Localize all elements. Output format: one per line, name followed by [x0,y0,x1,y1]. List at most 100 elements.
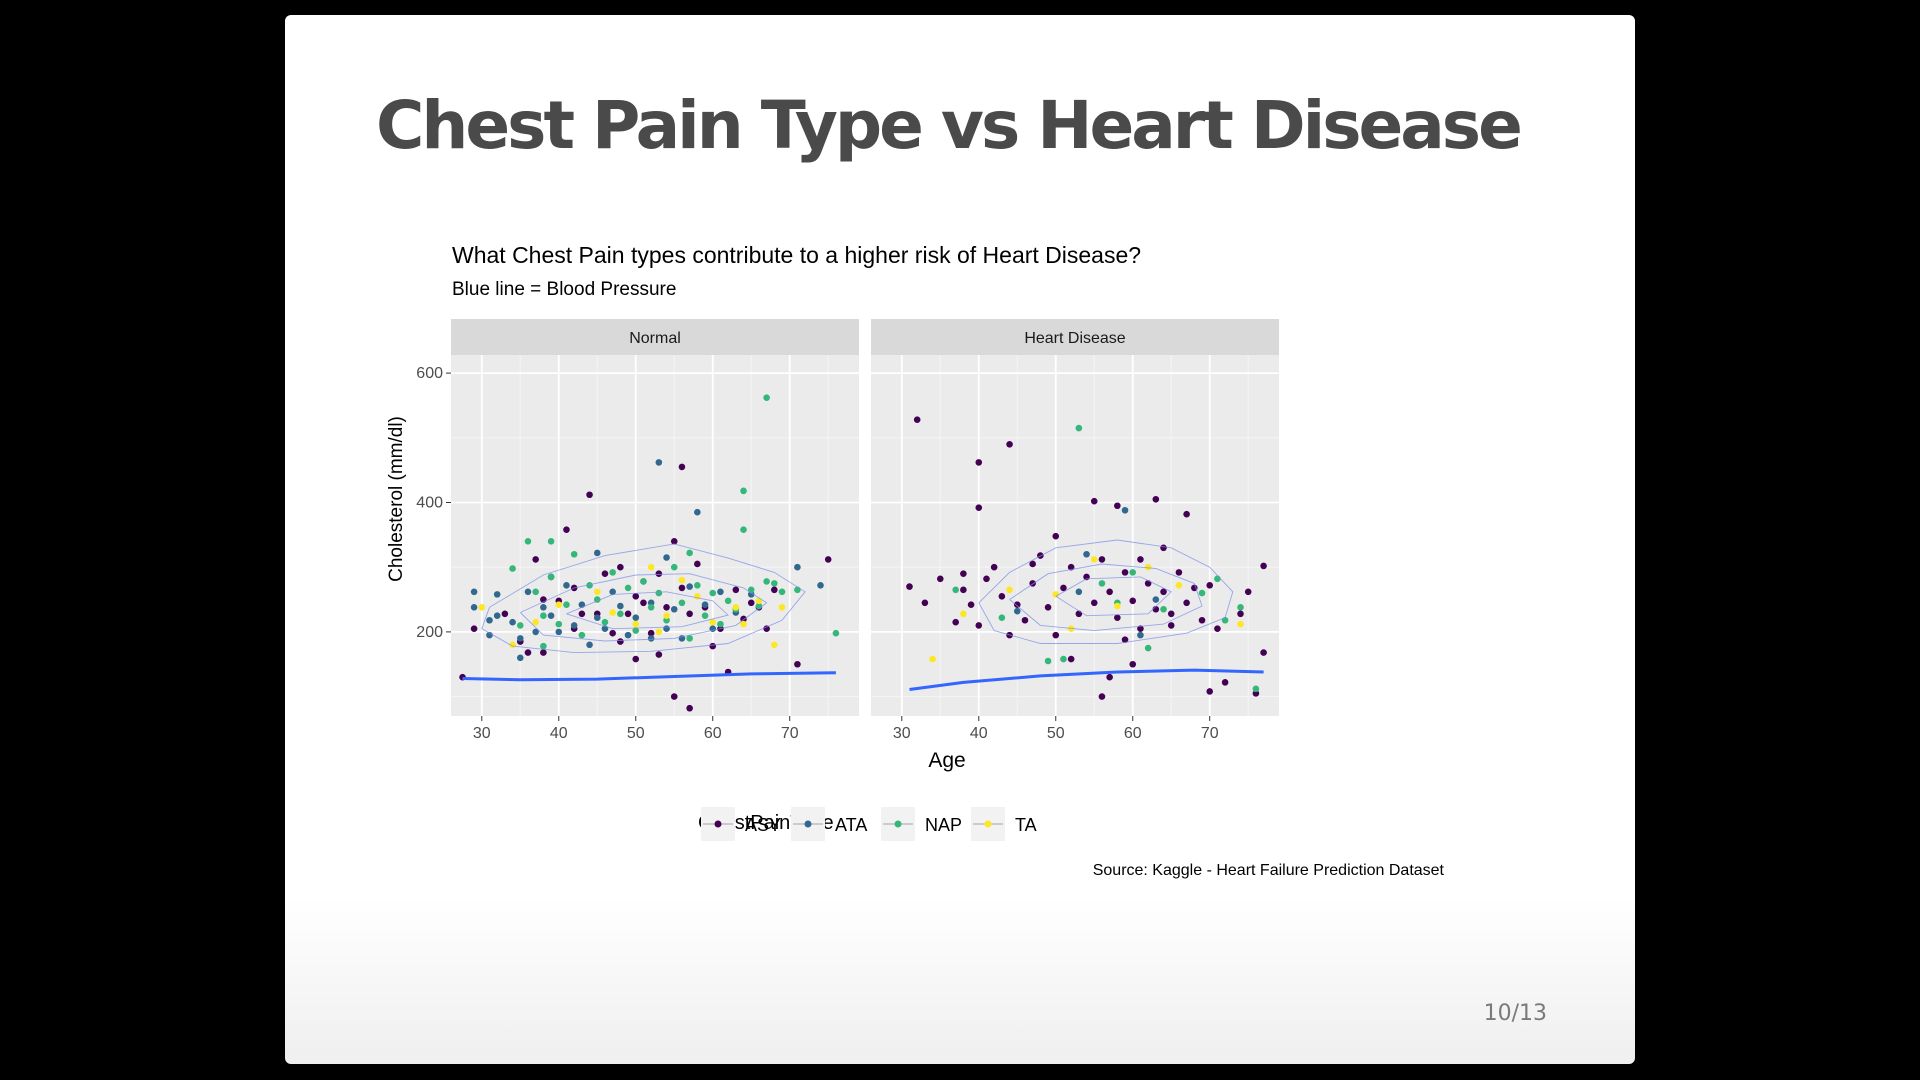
scatter-point [555,628,563,636]
scatter-point [609,588,616,596]
scatter-point [1075,424,1083,432]
scatter-point [1214,625,1221,632]
scatter-point [678,584,686,592]
scatter-point [778,588,786,596]
scatter-point [524,538,532,545]
scatter-point [960,610,967,618]
scatter-point [601,618,609,626]
scatter-point [524,649,532,656]
facet-label: Heart Disease [1024,330,1125,347]
legend: ASY ATA NAP TA [701,807,1037,841]
scatter-point [1052,591,1060,598]
x-tick-label: 50 [627,725,645,742]
x-tick-label: 70 [1201,725,1219,742]
scatter-point [540,604,547,611]
scatter-point [555,620,563,628]
scatter-point [983,575,990,583]
density-contour [978,539,1234,644]
scatter-point [686,549,693,557]
legend-label: TA [1015,815,1037,835]
scatter-point [547,538,555,545]
scatter-point [701,601,709,609]
y-axis-label: Cholesterol (mm/dl) [386,416,407,582]
scatter-point [1152,495,1160,503]
scatter-point [1044,657,1052,665]
scatter-point [1090,556,1098,563]
scatter-point [670,563,678,571]
scatter-point [1137,556,1144,563]
scatter-point [740,487,747,495]
scatter-point [929,655,936,663]
scatter-point [1167,622,1175,629]
scatter-point [1021,616,1029,624]
scatter-point [524,588,532,596]
scatter-point [1160,544,1167,552]
scatter-point [1144,644,1152,652]
scatter-point [1098,580,1106,587]
y-tick-label: 600 [416,365,443,382]
scatter-point [1129,569,1137,576]
scatter-point [1260,562,1267,570]
scatter-point [952,618,959,626]
legend-item-nap: NAP [881,807,962,841]
scatter-point [1237,604,1244,611]
scatter-point [975,459,983,466]
scatter-point [740,526,747,533]
scatter-point [1206,582,1214,589]
scatter-point [640,599,647,607]
scatter-point [586,641,593,649]
legend-label: NAP [925,815,962,835]
scatter-point [1090,599,1098,607]
scatter-point [647,629,655,637]
scatter-point [678,463,686,471]
scatter-point [998,614,1006,621]
scatter-point [593,614,601,621]
scatter-point [732,586,740,594]
scatter-point [1252,685,1260,693]
scatter-point [694,582,701,589]
series-asy [906,416,1267,700]
scatter-point [1198,589,1206,597]
chart-caption: Source: Kaggle - Heart Failure Predictio… [1093,862,1445,879]
scatter-point [593,549,601,557]
scatter-point [694,560,701,568]
series-ta [929,556,1244,663]
scatter-point [686,704,693,712]
scatter-point [540,649,547,656]
chart-subtitle: Blue line = Blood Pressure [452,279,676,300]
scatter-point [686,635,693,642]
scatter-point [1244,588,1252,596]
scatter-point [975,622,983,629]
scatter-point [663,604,670,611]
scatter-point [1044,604,1052,611]
scatter-point [570,550,578,558]
scatter-point [1183,510,1190,518]
scatter-point [686,610,693,618]
scatter-point [921,599,929,607]
scatter-point [763,625,770,632]
scatter-point [470,604,478,611]
scatter-point [975,504,983,511]
scatter-point [1114,614,1121,621]
scatter-point [493,591,501,598]
scatter-point [655,628,663,636]
scatter-point [1237,620,1244,628]
facets: Normal 30 40 50 60 70 200 400 600 Heart Disease 30… [416,319,1279,742]
scatter-point [1075,610,1083,618]
scatter-point [563,526,570,533]
scatter-point [1260,649,1267,656]
x-tick-label: 70 [781,725,799,742]
scatter-point [516,635,524,642]
scatter-point [1098,693,1106,700]
page-number: 10/13 [1483,1001,1547,1026]
y-tick-label: 400 [416,495,443,512]
scatter-point [1006,586,1013,594]
scatter-point [794,563,801,571]
x-tick-label: 40 [550,725,568,742]
scatter-point [794,586,801,594]
scatter-point [670,693,678,700]
scatter-point [998,593,1006,600]
scatter-point [1013,601,1021,609]
scatter-point [540,642,547,650]
scatter-point [1129,660,1137,668]
